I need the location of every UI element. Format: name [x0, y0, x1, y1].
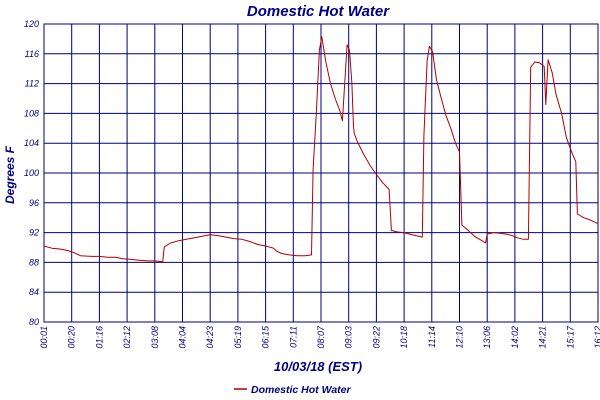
x-tick-label: 06:15 [261, 325, 271, 349]
x-tick-label: 12:10 [455, 326, 465, 349]
y-tick-label: 120 [24, 19, 39, 29]
x-tick-label: 09:03 [344, 326, 354, 349]
x-tick-label: 15:17 [565, 325, 575, 349]
x-tick-label: 16:12 [593, 326, 600, 349]
y-tick-label: 112 [25, 79, 39, 89]
x-tick-label: 02:12 [122, 326, 132, 349]
x-tick-label: 00:01 [39, 326, 49, 349]
x-tick-label: 14:02 [510, 326, 520, 349]
x-axis-ticks: 00:01 00:20 01:16 02:12 03:08 04:04 04:23 05:19… [39, 325, 600, 349]
x-tick-label: 14:21 [538, 326, 548, 349]
y-tick-label: 92 [29, 228, 39, 238]
series [43, 36, 599, 263]
x-axis-label: 10/03/18 (EST) [274, 359, 362, 374]
legend: Domestic Hot Water [234, 384, 351, 396]
x-tick-label: 09:22 [371, 326, 381, 349]
y-tick-label: 108 [24, 108, 39, 118]
x-tick-label: 04:04 [178, 326, 188, 349]
x-tick-label: 11:14 [427, 326, 437, 348]
x-tick-label: 05:19 [233, 326, 243, 349]
x-tick-label: 01:16 [94, 326, 104, 349]
x-tick-label: 10:18 [399, 326, 409, 349]
y-tick-label: 116 [25, 49, 39, 59]
y-axis-label: Degrees F [3, 145, 17, 204]
y-axis-ticks: 80 84 88 92 96 100 104 108 112 116 120 [24, 19, 39, 327]
x-tick-label: 04:23 [205, 326, 215, 349]
legend-label: Domestic Hot Water [251, 384, 351, 396]
y-tick-label: 96 [29, 198, 39, 208]
y-tick-label: 84 [29, 287, 39, 297]
x-tick-label: 03:08 [150, 326, 160, 349]
x-tick-label: 00:20 [67, 326, 77, 349]
y-tick-label: 80 [29, 317, 39, 327]
y-tick-label: 88 [29, 257, 39, 267]
series-line [43, 36, 599, 263]
y-tick-label: 104 [24, 138, 39, 148]
x-tick-label: 07:11 [288, 326, 298, 348]
y-tick-label: 100 [24, 168, 39, 178]
x-tick-label: 13:06 [482, 326, 492, 349]
chart-title: Domestic Hot Water [247, 3, 390, 20]
x-tick-label: 08:07 [316, 325, 326, 349]
grid [43, 23, 599, 323]
